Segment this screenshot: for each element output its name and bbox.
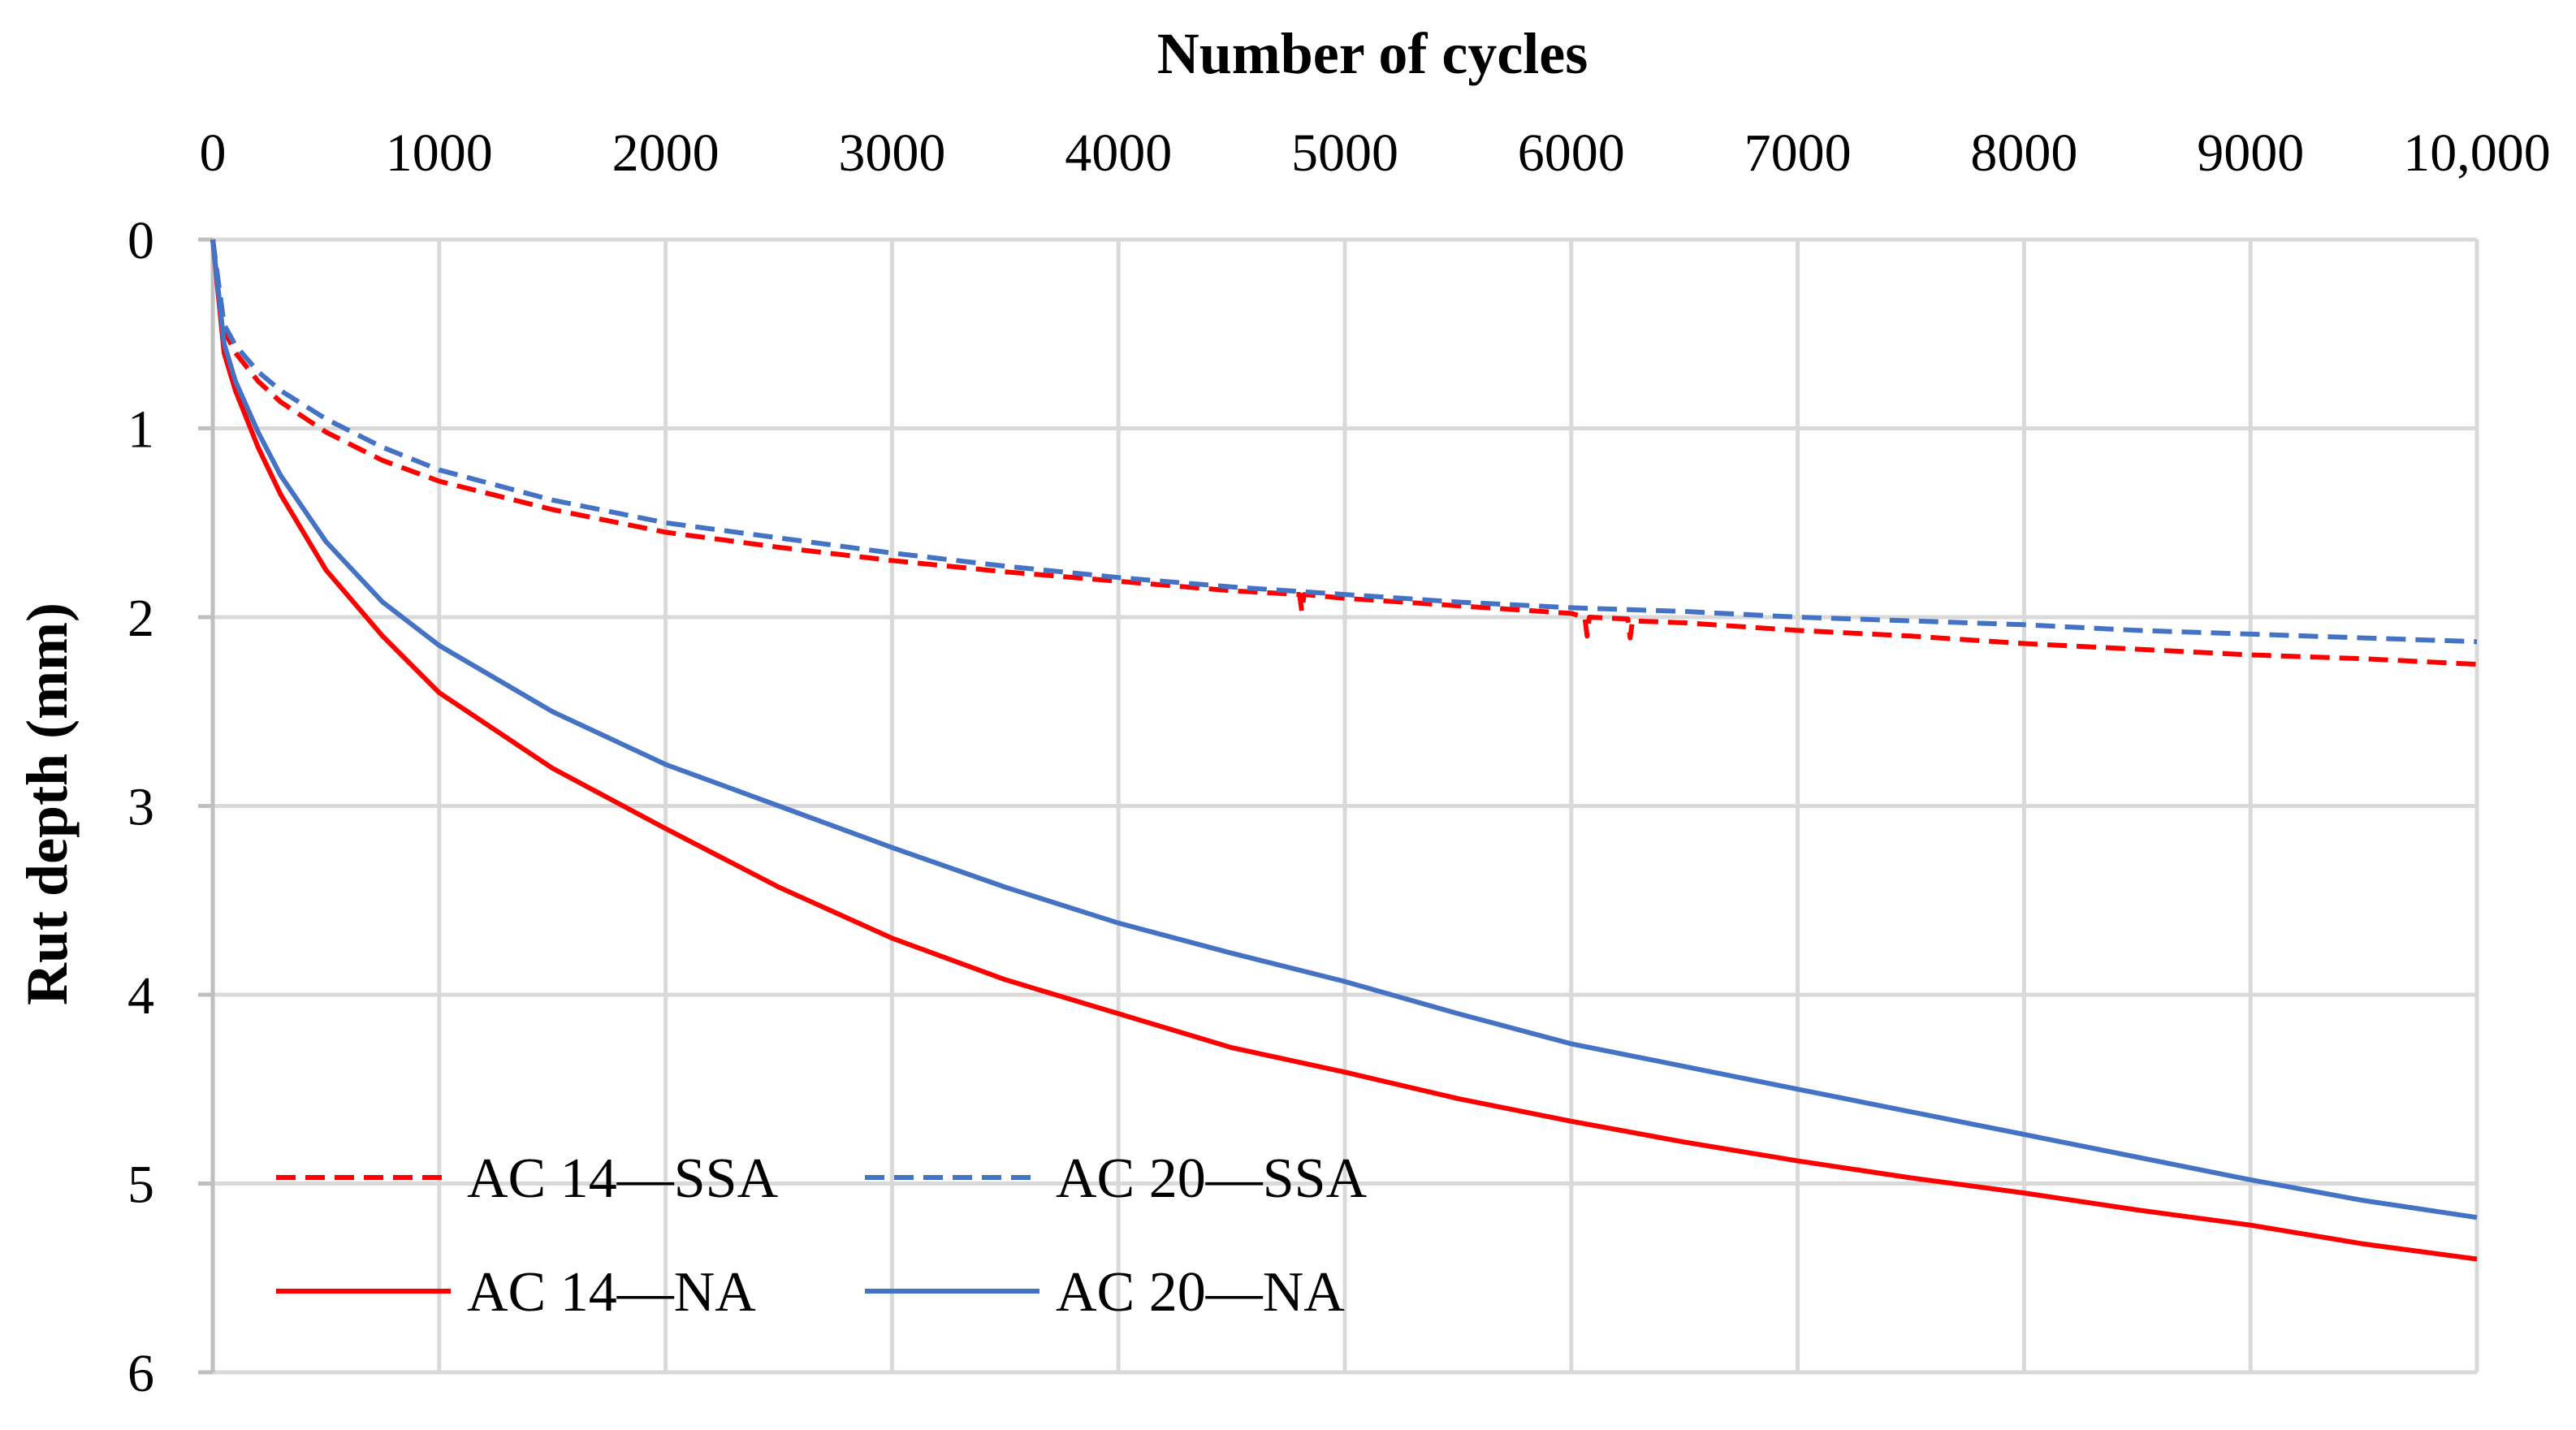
series-layer [210, 239, 2478, 1262]
legend-label-4: AC 20—NA [1056, 1261, 1345, 1324]
x-tick-label: 6000 [1518, 123, 1625, 183]
y-tick-label: 6 [128, 1344, 154, 1403]
y-axis-title: Rut depth (mm) [15, 603, 80, 1005]
x-tick-label: 7000 [1744, 123, 1852, 183]
x-axis-title: Number of cycles [1157, 21, 1588, 86]
y-tick-label: 5 [128, 1156, 154, 1215]
x-tick-label: 10,000 [2403, 123, 2551, 183]
legend-label-3: AC 14—NA [467, 1261, 756, 1324]
y-tick-label: 1 [128, 400, 154, 460]
series-line-1 [210, 239, 2478, 667]
x-tick-label: 3000 [838, 123, 945, 183]
legend-label-2: AC 20—SSA [1056, 1147, 1368, 1210]
x-tick-label: 5000 [1291, 123, 1398, 183]
grid-layer [213, 237, 2479, 1375]
axis-layer: 0 1000 2000 3000 4000 5000 6000 7000 8000 9000 10,… [128, 123, 2551, 1403]
x-tick-label: 2000 [612, 123, 720, 183]
y-tick-label: 0 [128, 211, 154, 270]
y-tick-label: 2 [128, 589, 154, 648]
y-tick-label: 3 [128, 778, 154, 837]
series-line-4 [210, 239, 2478, 1220]
x-tick-label: 1000 [386, 123, 493, 183]
series-line-3 [210, 239, 2478, 1262]
x-tick-label: 8000 [1970, 123, 2077, 183]
x-tick-label: 4000 [1065, 123, 1172, 183]
x-tick-label: 0 [200, 123, 227, 183]
legend-label-1: AC 14—SSA [467, 1147, 779, 1210]
x-tick-label: 9000 [2197, 123, 2304, 183]
legend: AC 14—SSA AC 20—SSA AC 14—NA AC 20—NA [276, 1147, 1368, 1324]
series-line-2 [210, 239, 2478, 645]
y-tick-label: 4 [128, 966, 154, 1026]
